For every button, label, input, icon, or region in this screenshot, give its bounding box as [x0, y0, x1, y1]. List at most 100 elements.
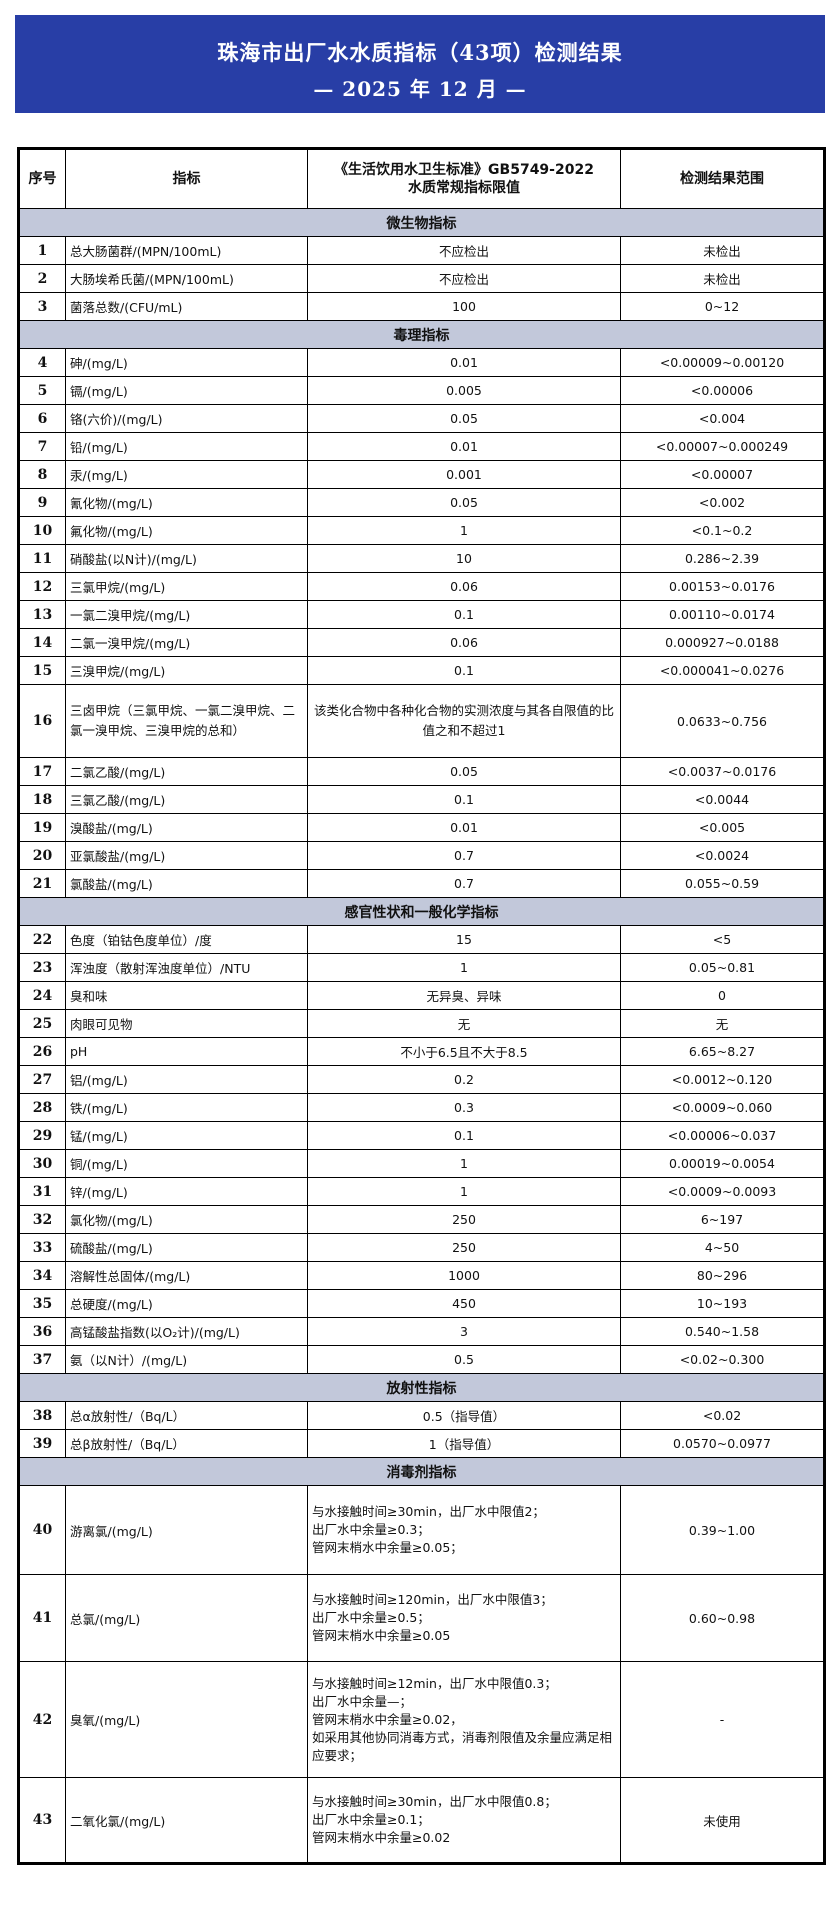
limit-value: 0.01	[307, 348, 621, 377]
table-row: 39 总β放射性/（Bq/L） 1（指导值） 0.0570~0.0977	[18, 1429, 825, 1458]
limit-value: 无	[307, 1009, 621, 1038]
table-row: 4 砷/(mg/L) 0.01 <0.00009~0.00120	[18, 348, 825, 377]
indicator-name: 溶解性总固体/(mg/L)	[65, 1261, 308, 1290]
indicator-name: 锌/(mg/L)	[65, 1177, 308, 1206]
row-number: 18	[18, 785, 66, 814]
limit-value: 该类化合物中各种化合物的实测浓度与其各自限值的比值之和不超过1	[307, 684, 621, 758]
indicator-name: pH	[65, 1037, 308, 1066]
indicator-name: 硫酸盐/(mg/L)	[65, 1233, 308, 1262]
indicator-name: 一氯二溴甲烷/(mg/L)	[65, 600, 308, 629]
result-range: 0.286~2.39	[620, 544, 825, 573]
result-range: <0.002	[620, 488, 825, 517]
limit-value: 3	[307, 1317, 621, 1346]
table-row: 23 浑浊度（散射浑浊度单位）/NTU 1 0.05~0.81	[18, 953, 825, 982]
limit-value: 10	[307, 544, 621, 573]
indicator-name: 总硬度/(mg/L)	[65, 1289, 308, 1318]
indicator-name: 臭氧/(mg/L)	[65, 1661, 308, 1778]
row-number: 13	[18, 600, 66, 629]
result-range: <0.0009~0.060	[620, 1093, 825, 1122]
row-number: 12	[18, 572, 66, 601]
row-number: 5	[18, 376, 66, 405]
result-range: <0.02~0.300	[620, 1345, 825, 1374]
indicator-name: 铁/(mg/L)	[65, 1093, 308, 1122]
row-number: 42	[18, 1661, 66, 1778]
table-header-row: 序号 指标 《生活饮用水卫生标准》GB5749-2022 水质常规指标限值 检测…	[18, 148, 825, 209]
table-row: 6 铬(六价)/(mg/L) 0.05 <0.004	[18, 404, 825, 433]
table-row: 8 汞/(mg/L) 0.001 <0.00007	[18, 460, 825, 489]
result-range: <0.00006~0.037	[620, 1121, 825, 1150]
indicator-name: 三溴甲烷/(mg/L)	[65, 656, 308, 685]
limit-value: 0.5	[307, 1345, 621, 1374]
indicator-name: 硝酸盐(以N计)/(mg/L)	[65, 544, 308, 573]
result-range: <0.0024	[620, 841, 825, 870]
row-number: 36	[18, 1317, 66, 1346]
result-range: 未检出	[620, 264, 825, 293]
indicator-name: 臭和味	[65, 981, 308, 1010]
limit-value: 与水接触时间≥30min，出厂水中限值2； 出厂水中余量≥0.3； 管网末梢水中…	[307, 1485, 621, 1575]
table-row: 21 氯酸盐/(mg/L) 0.7 0.055~0.59	[18, 869, 825, 898]
indicator-name: 三氯甲烷/(mg/L)	[65, 572, 308, 601]
limit-value: 0.001	[307, 460, 621, 489]
table-row: 34 溶解性总固体/(mg/L) 1000 80~296	[18, 1261, 825, 1290]
table-row: 13 一氯二溴甲烷/(mg/L) 0.1 0.00110~0.0174	[18, 600, 825, 629]
limit-value: 1	[307, 1177, 621, 1206]
result-range: -	[620, 1661, 825, 1778]
table-row: 25 肉眼可见物无无	[18, 1009, 825, 1038]
row-number: 21	[18, 869, 66, 898]
result-range: <0.005	[620, 813, 825, 842]
indicator-name: 溴酸盐/(mg/L)	[65, 813, 308, 842]
indicator-name: 高锰酸盐指数(以O₂计)/(mg/L)	[65, 1317, 308, 1346]
row-number: 3	[18, 292, 66, 321]
table-row: 42 臭氧/(mg/L) 与水接触时间≥12min，出厂水中限值0.3； 出厂水中余…	[18, 1661, 825, 1778]
row-number: 31	[18, 1177, 66, 1206]
indicator-name: 三氯乙酸/(mg/L)	[65, 785, 308, 814]
table-row: 19 溴酸盐/(mg/L) 0.01 <0.005	[18, 813, 825, 842]
row-number: 10	[18, 516, 66, 545]
result-range: 0.05~0.81	[620, 953, 825, 982]
result-range: 0.00110~0.0174	[620, 600, 825, 629]
limit-value: 450	[307, 1289, 621, 1318]
result-range: <0.02	[620, 1401, 825, 1430]
row-number: 24	[18, 981, 66, 1010]
indicator-name: 铅/(mg/L)	[65, 432, 308, 461]
limit-value: 0.7	[307, 869, 621, 898]
indicator-name: 铝/(mg/L)	[65, 1065, 308, 1094]
section-header-row: 微生物指标	[18, 208, 825, 237]
result-range: 无	[620, 1009, 825, 1038]
limit-value: 0.5（指导值）	[307, 1401, 621, 1430]
indicator-name: 氟化物/(mg/L)	[65, 516, 308, 545]
limit-value: 0.1	[307, 600, 621, 629]
table-row: 2 大肠埃希氏菌/(MPN/100mL) 不应检出 未检出	[18, 264, 825, 293]
table-row: 9 氰化物/(mg/L) 0.05 <0.002	[18, 488, 825, 517]
indicator-name: 汞/(mg/L)	[65, 460, 308, 489]
result-range: 0.0633~0.756	[620, 684, 825, 758]
section-header-row: 感官性状和一般化学指标	[18, 897, 825, 926]
table-row: 41 总氯/(mg/L) 与水接触时间≥120min，出厂水中限值3； 出厂水中余量…	[18, 1574, 825, 1662]
limit-value: 0.1	[307, 1121, 621, 1150]
result-range: 0.00153~0.0176	[620, 572, 825, 601]
row-number: 20	[18, 841, 66, 870]
table-row: 22 色度（铂钴色度单位）/度 15 <5	[18, 925, 825, 954]
row-number: 2	[18, 264, 66, 293]
limit-value: 0.005	[307, 376, 621, 405]
limit-value: 1000	[307, 1261, 621, 1290]
limit-value: 0.2	[307, 1065, 621, 1094]
table-row: 43 二氧化氯/(mg/L) 与水接触时间≥30min，出厂水中限值0.8； 出厂水…	[18, 1777, 825, 1864]
result-range: <0.0012~0.120	[620, 1065, 825, 1094]
row-number: 40	[18, 1485, 66, 1575]
section-title: 放射性指标	[18, 1373, 825, 1402]
table-row: 14 二氯一溴甲烷/(mg/L) 0.06 0.000927~0.0188	[18, 628, 825, 657]
row-number: 16	[18, 684, 66, 758]
row-number: 1	[18, 236, 66, 265]
row-number: 33	[18, 1233, 66, 1262]
limit-value: 与水接触时间≥120min，出厂水中限值3； 出厂水中余量≥0.5； 管网末梢水…	[307, 1574, 621, 1662]
table-row: 37 氨（以N计）/(mg/L) 0.5 <0.02~0.300	[18, 1345, 825, 1374]
table-row: 10 氟化物/(mg/L) 1 <0.1~0.2	[18, 516, 825, 545]
row-number: 29	[18, 1121, 66, 1150]
table-row: 15 三溴甲烷/(mg/L) 0.1 <0.000041~0.0276	[18, 656, 825, 685]
row-number: 4	[18, 348, 66, 377]
table-row: 36 高锰酸盐指数(以O₂计)/(mg/L) 3 0.540~1.58	[18, 1317, 825, 1346]
row-number: 26	[18, 1037, 66, 1066]
limit-value: 不应检出	[307, 236, 621, 265]
result-range: 10~193	[620, 1289, 825, 1318]
